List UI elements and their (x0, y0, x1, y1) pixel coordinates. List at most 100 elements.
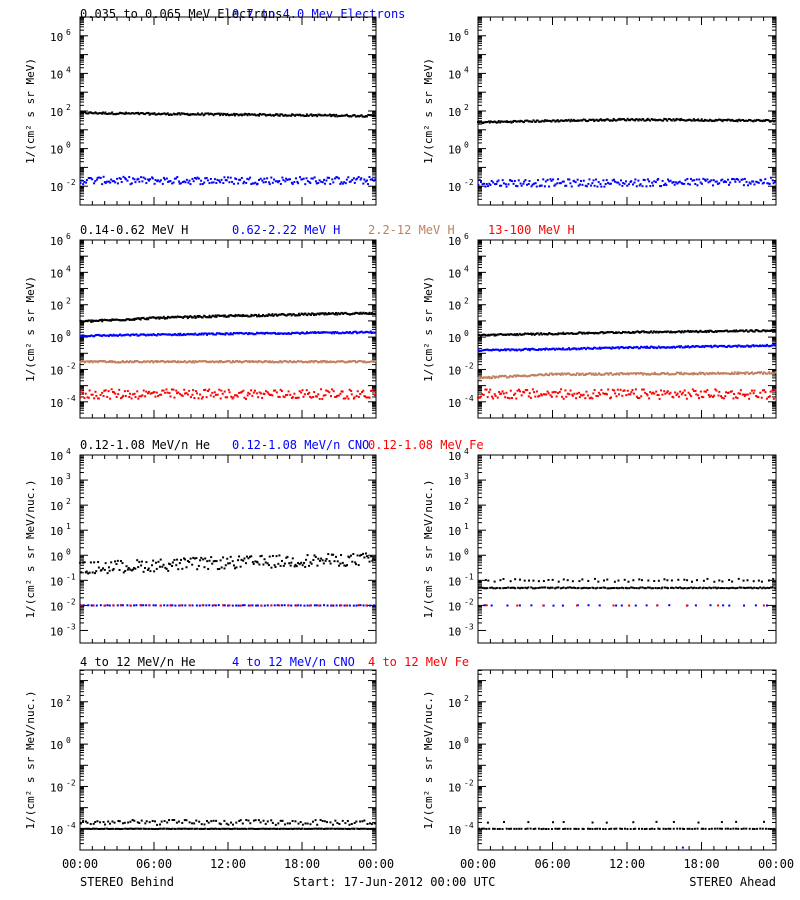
data-point (177, 180, 180, 183)
data-point (194, 113, 197, 116)
data-point (680, 587, 683, 590)
data-point (284, 394, 287, 397)
data-point (296, 180, 299, 183)
data-point (281, 312, 284, 315)
data-point (365, 604, 368, 607)
data-point (496, 180, 499, 183)
data-point (772, 182, 775, 185)
data-point (490, 349, 493, 352)
data-point (510, 333, 513, 336)
data-point (744, 373, 747, 376)
y-tick-exponent: 6 (464, 28, 469, 37)
data-point (85, 179, 88, 182)
data-point (668, 180, 671, 183)
data-point (347, 176, 350, 179)
data-point (644, 587, 647, 590)
data-point (119, 333, 122, 336)
data-point (593, 373, 596, 376)
data-point (176, 558, 179, 561)
data-point (81, 334, 84, 337)
data-point (482, 121, 485, 124)
data-point (256, 561, 259, 564)
data-point (519, 390, 522, 393)
data-point (250, 183, 253, 186)
data-point (126, 604, 129, 607)
data-point (646, 394, 649, 397)
data-point (599, 331, 602, 334)
data-point (757, 345, 760, 348)
y-tick-exponent: -3 (464, 622, 474, 631)
data-point (743, 393, 746, 396)
data-point (640, 330, 643, 333)
data-point (522, 349, 525, 352)
data-point (695, 345, 698, 348)
data-point (147, 334, 150, 337)
data-point (668, 118, 671, 121)
data-point (574, 374, 577, 377)
data-point (284, 180, 287, 183)
data-point (353, 396, 356, 399)
data-point (650, 345, 653, 348)
data-point (757, 587, 760, 590)
data-point (734, 344, 737, 347)
data-point (219, 361, 222, 364)
data-point (542, 374, 545, 377)
data-point (582, 331, 585, 334)
data-point (222, 332, 225, 335)
data-point (133, 178, 136, 181)
data-point (347, 360, 350, 363)
data-point (559, 587, 562, 590)
data-point (653, 346, 656, 349)
data-point (695, 587, 698, 590)
data-point (731, 330, 734, 333)
data-point (546, 390, 549, 393)
data-point (603, 373, 606, 376)
data-point (337, 360, 340, 363)
data-point (161, 317, 164, 320)
data-point (351, 178, 354, 181)
data-point (602, 119, 605, 122)
data-point (286, 332, 289, 335)
data-point (492, 348, 495, 351)
data-point (329, 360, 332, 363)
data-point (348, 556, 351, 559)
data-point (348, 115, 351, 118)
data-point (662, 119, 665, 122)
data-point (200, 397, 203, 400)
data-point (767, 329, 770, 332)
data-point (598, 346, 601, 349)
data-point (247, 315, 250, 318)
data-point (772, 372, 775, 375)
data-point (682, 119, 685, 122)
data-point (549, 586, 552, 589)
data-point (763, 371, 766, 374)
data-point (240, 314, 243, 317)
data-point (351, 360, 354, 363)
data-point (305, 114, 308, 117)
data-point (185, 315, 188, 318)
data-point (676, 392, 679, 395)
data-point (588, 347, 591, 350)
data-point (142, 333, 145, 336)
data-point (523, 180, 526, 183)
data-point (597, 391, 600, 394)
data-point (579, 179, 582, 182)
data-point (642, 330, 645, 333)
data-point (597, 181, 600, 184)
data-point (268, 183, 271, 186)
data-point (334, 311, 337, 314)
data-point (79, 112, 82, 115)
data-point (352, 312, 355, 315)
data-point (133, 604, 136, 607)
data-point (353, 360, 356, 363)
data-point (153, 570, 156, 573)
data-point (368, 331, 371, 334)
data-point (751, 587, 754, 590)
data-point (189, 332, 192, 335)
data-point (160, 393, 163, 396)
y-tick-exponent: 0 (66, 141, 71, 150)
data-point (362, 604, 365, 607)
data-point (496, 396, 499, 399)
data-point (609, 346, 612, 349)
data-point (362, 361, 365, 364)
